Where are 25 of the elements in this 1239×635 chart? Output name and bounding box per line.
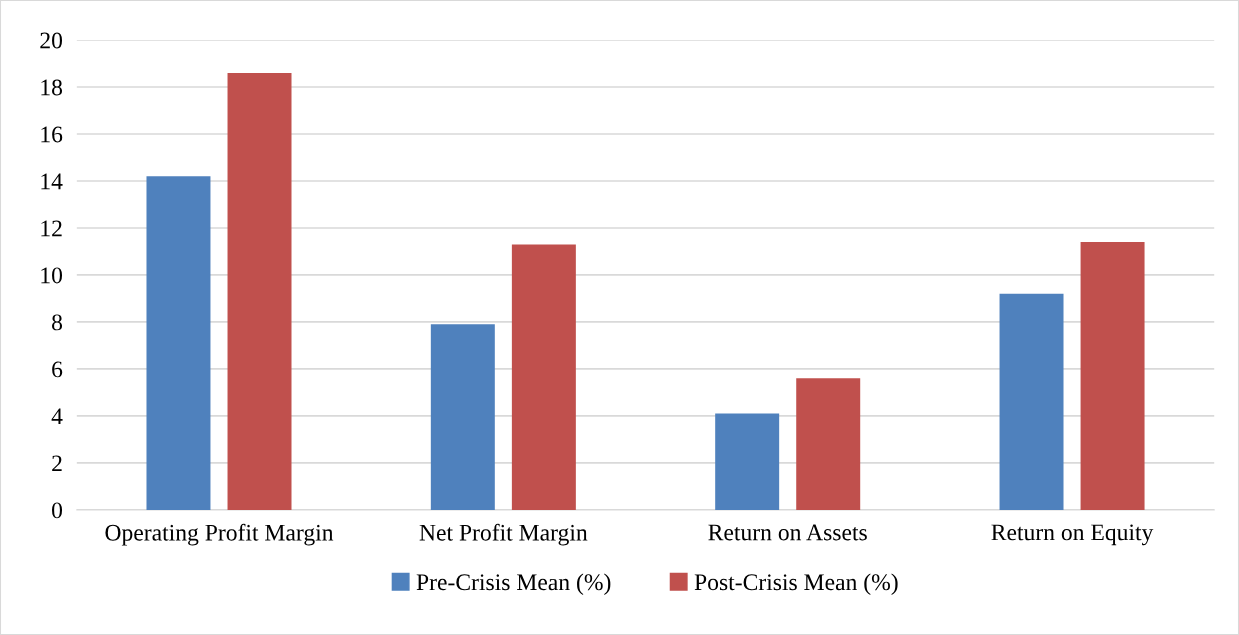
y-tick-label: 16 <box>41 126 63 143</box>
y-tick-label: 14 <box>41 173 63 190</box>
x-tick-label: Return on Assets <box>708 524 867 541</box>
y-tick-label: 12 <box>41 220 62 237</box>
x-tick-label: Net Profit Margin <box>419 523 588 546</box>
y-tick-label: 8 <box>52 314 63 331</box>
bar <box>146 176 211 510</box>
bar <box>999 293 1064 510</box>
x-tick-label: Operating Profit Margin <box>105 523 334 546</box>
y-tick-label: 10 <box>41 267 63 284</box>
legend-label: Post-Crisis Mean (%) <box>694 573 898 595</box>
bar <box>1080 242 1145 510</box>
x-tick-label: Return on Equity <box>991 524 1154 546</box>
y-tick-label: 18 <box>41 79 63 96</box>
y-tick-label: 6 <box>52 361 63 378</box>
bar <box>796 378 861 510</box>
legend-label: Pre-Crisis Mean (%) <box>416 573 611 595</box>
y-tick-label: 0 <box>52 502 63 519</box>
y-tick-label: 2 <box>52 455 62 472</box>
bar <box>715 413 780 510</box>
bar <box>227 72 292 510</box>
bar <box>511 244 576 510</box>
y-tick-label: 4 <box>51 408 63 425</box>
bar <box>430 324 495 510</box>
y-tick-label: 20 <box>40 32 63 49</box>
